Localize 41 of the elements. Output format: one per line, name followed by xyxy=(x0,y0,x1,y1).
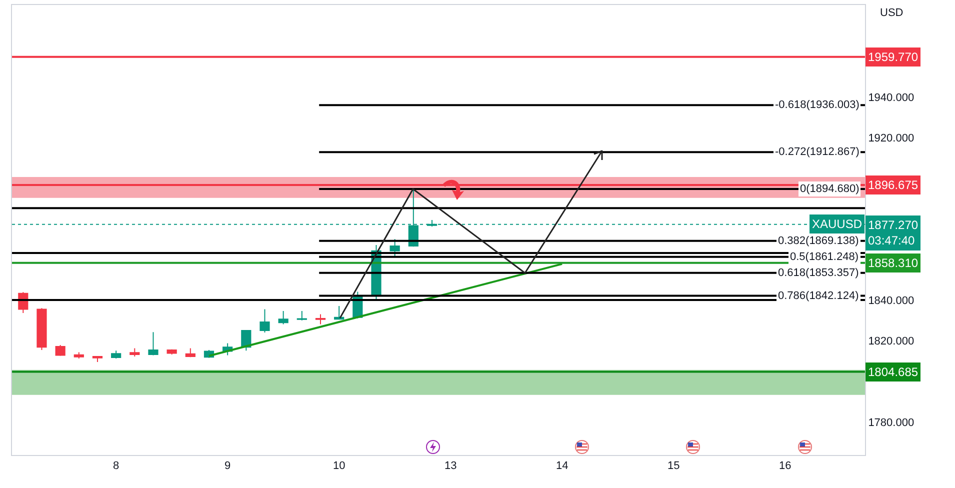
candlestick xyxy=(260,308,270,334)
candlestick xyxy=(148,332,158,356)
y-tick-label: 1820.000 xyxy=(868,336,914,348)
ref-line-label: 0.786(1842.124) xyxy=(778,290,859,302)
x-tick-label: 14 xyxy=(556,460,568,472)
candlestick xyxy=(111,350,122,360)
ref-line-label: 0(1894.680) xyxy=(800,183,860,195)
y-tick-label: 1940.000 xyxy=(868,92,914,104)
candlestick xyxy=(36,308,47,351)
candlestick xyxy=(130,348,140,358)
ref-line-label: 1896.675 xyxy=(868,178,918,192)
x-tick-label: 9 xyxy=(224,460,231,472)
candlestick xyxy=(92,356,103,362)
candlestick xyxy=(185,348,196,358)
candlestick xyxy=(296,310,307,321)
candlestick xyxy=(74,352,84,360)
x-tick-label: 8 xyxy=(113,460,120,472)
y-tick-label: 1780.000 xyxy=(868,416,914,429)
ref-line-label: 0.618(1853.357) xyxy=(778,267,859,279)
ref-line-label: -0.272(1912.867) xyxy=(775,146,860,158)
annotation: XAUUSD xyxy=(812,217,862,231)
ref-line-label: 1804.685 xyxy=(868,365,918,379)
x-tick-label: 15 xyxy=(667,460,680,472)
y-tick-label: 1920.000 xyxy=(868,132,914,144)
ref-line-label: 1959.770 xyxy=(868,50,918,64)
ref-line-label: -0.618(1936.003) xyxy=(775,99,860,111)
x-tick-label: 10 xyxy=(332,460,346,472)
ref-line-label: 0.382(1869.138) xyxy=(778,235,859,247)
ref-line-label: 0.5(1861.248) xyxy=(790,251,858,263)
x-tick-label: 16 xyxy=(778,460,792,472)
ref-line-label: 1858.310 xyxy=(868,256,918,270)
candlestick xyxy=(334,305,344,320)
candlestick xyxy=(278,310,288,325)
candlestick xyxy=(166,348,177,355)
candlestick xyxy=(55,344,66,356)
candlestick xyxy=(315,314,326,325)
y-axis-title: USD xyxy=(880,7,904,19)
ref-line-label: 1877.270 03:47:40 xyxy=(868,218,918,248)
candlestick xyxy=(390,238,400,258)
x-tick-label: 13 xyxy=(444,460,457,472)
y-tick-label: 1840.000 xyxy=(868,294,914,307)
